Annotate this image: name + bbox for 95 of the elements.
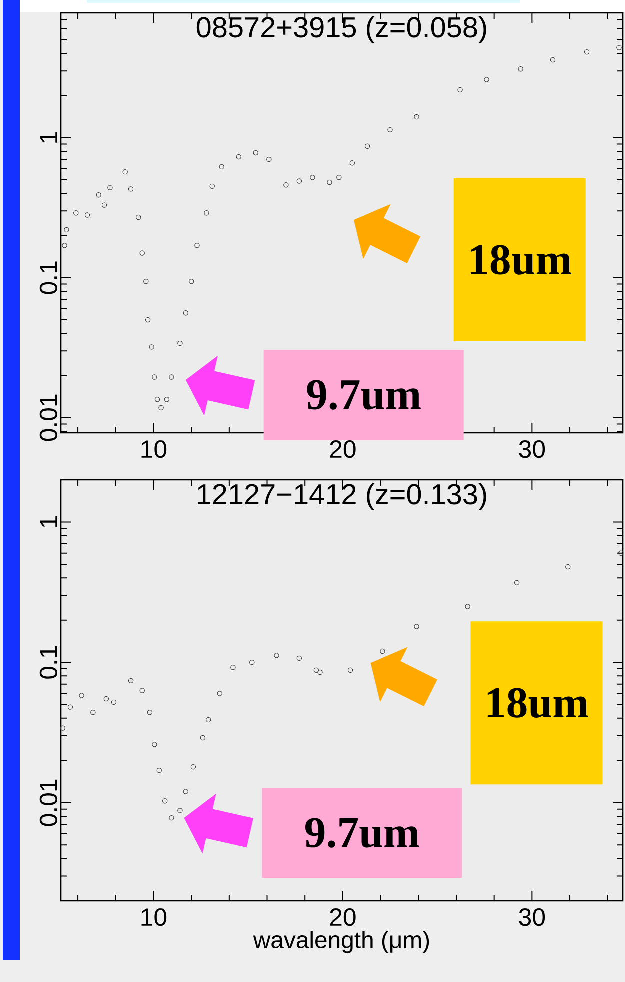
annotation: 18um: [471, 245, 572, 275]
point: [154, 397, 160, 402]
point: [236, 154, 242, 160]
point: [156, 768, 162, 774]
point: [206, 717, 212, 723]
point: [350, 160, 356, 166]
point: [414, 114, 420, 120]
point: [380, 648, 386, 654]
point: [200, 735, 206, 741]
point: [388, 127, 393, 133]
point: [274, 653, 280, 658]
x-tick-label: 10: [142, 440, 167, 458]
point: [327, 180, 332, 186]
point: [104, 696, 110, 702]
point: [169, 374, 174, 380]
point: [414, 624, 420, 630]
point: [183, 310, 188, 316]
point: [158, 405, 164, 410]
annotation: 18um: [488, 688, 588, 718]
point: [230, 665, 236, 670]
point: [152, 374, 158, 380]
point: [102, 202, 108, 208]
point: [217, 691, 223, 696]
point: [111, 700, 117, 706]
point: [162, 798, 168, 804]
point: [140, 688, 145, 694]
point: [84, 212, 90, 218]
x-tick-label: 30: [519, 440, 546, 458]
point: [169, 815, 174, 821]
point: [62, 243, 68, 248]
point: [190, 764, 196, 770]
x-axis-title: wavalength (μm): [253, 930, 430, 954]
annotation: 9.7um: [307, 380, 421, 410]
point: [136, 214, 142, 220]
point: [140, 250, 145, 256]
point: [204, 210, 210, 216]
point: [250, 660, 255, 666]
point: [458, 87, 463, 93]
point: [465, 604, 470, 610]
x-tick-label: 10: [142, 908, 167, 926]
point: [96, 192, 102, 198]
point: [253, 150, 259, 156]
point: [64, 227, 70, 233]
point: [68, 704, 74, 710]
point: [618, 550, 624, 556]
point: [178, 340, 183, 346]
point: [152, 742, 158, 748]
point: [164, 397, 170, 402]
point: [336, 175, 342, 180]
point: [194, 243, 200, 248]
y-tick-label: 0.1: [40, 646, 58, 679]
point: [128, 678, 134, 684]
point: [74, 210, 79, 216]
point: [90, 710, 96, 716]
point: [128, 186, 134, 192]
point: [145, 317, 151, 323]
point: [210, 184, 215, 190]
point: [296, 178, 302, 184]
point: [584, 49, 590, 55]
point: [188, 279, 194, 284]
point: [60, 726, 66, 731]
point: [144, 279, 149, 284]
point: [122, 169, 128, 175]
y-tick-label: 0.01: [40, 780, 58, 826]
point: [514, 580, 520, 586]
point: [147, 710, 153, 716]
point: [178, 808, 183, 814]
x-tick-label: 30: [519, 908, 546, 926]
x-tick-label: 20: [330, 908, 356, 926]
point: [296, 656, 302, 662]
chart-title: 12127−1412 (z=0.133): [198, 484, 486, 510]
chart-title: 08572+3915 (z=0.058): [196, 16, 486, 44]
x-tick-label: 20: [330, 440, 356, 458]
point: [183, 789, 188, 794]
point: [314, 668, 320, 673]
point: [310, 175, 316, 180]
point: [149, 344, 154, 350]
point: [550, 57, 556, 63]
point: [266, 156, 272, 162]
point: [484, 77, 490, 82]
y-tick-label: 1: [40, 132, 58, 143]
point: [284, 182, 289, 188]
point: [79, 693, 84, 698]
point: [318, 670, 323, 676]
y-tick-label: 0.1: [40, 262, 58, 294]
y-tick-label: 1: [40, 516, 58, 528]
point: [219, 164, 224, 170]
point: [108, 185, 113, 190]
point: [364, 144, 370, 149]
point: [518, 66, 524, 72]
annotation: 9.7um: [306, 818, 420, 848]
y-tick-label: 0.01: [40, 394, 58, 442]
point: [566, 564, 571, 570]
point: [616, 45, 622, 50]
point: [348, 668, 354, 673]
